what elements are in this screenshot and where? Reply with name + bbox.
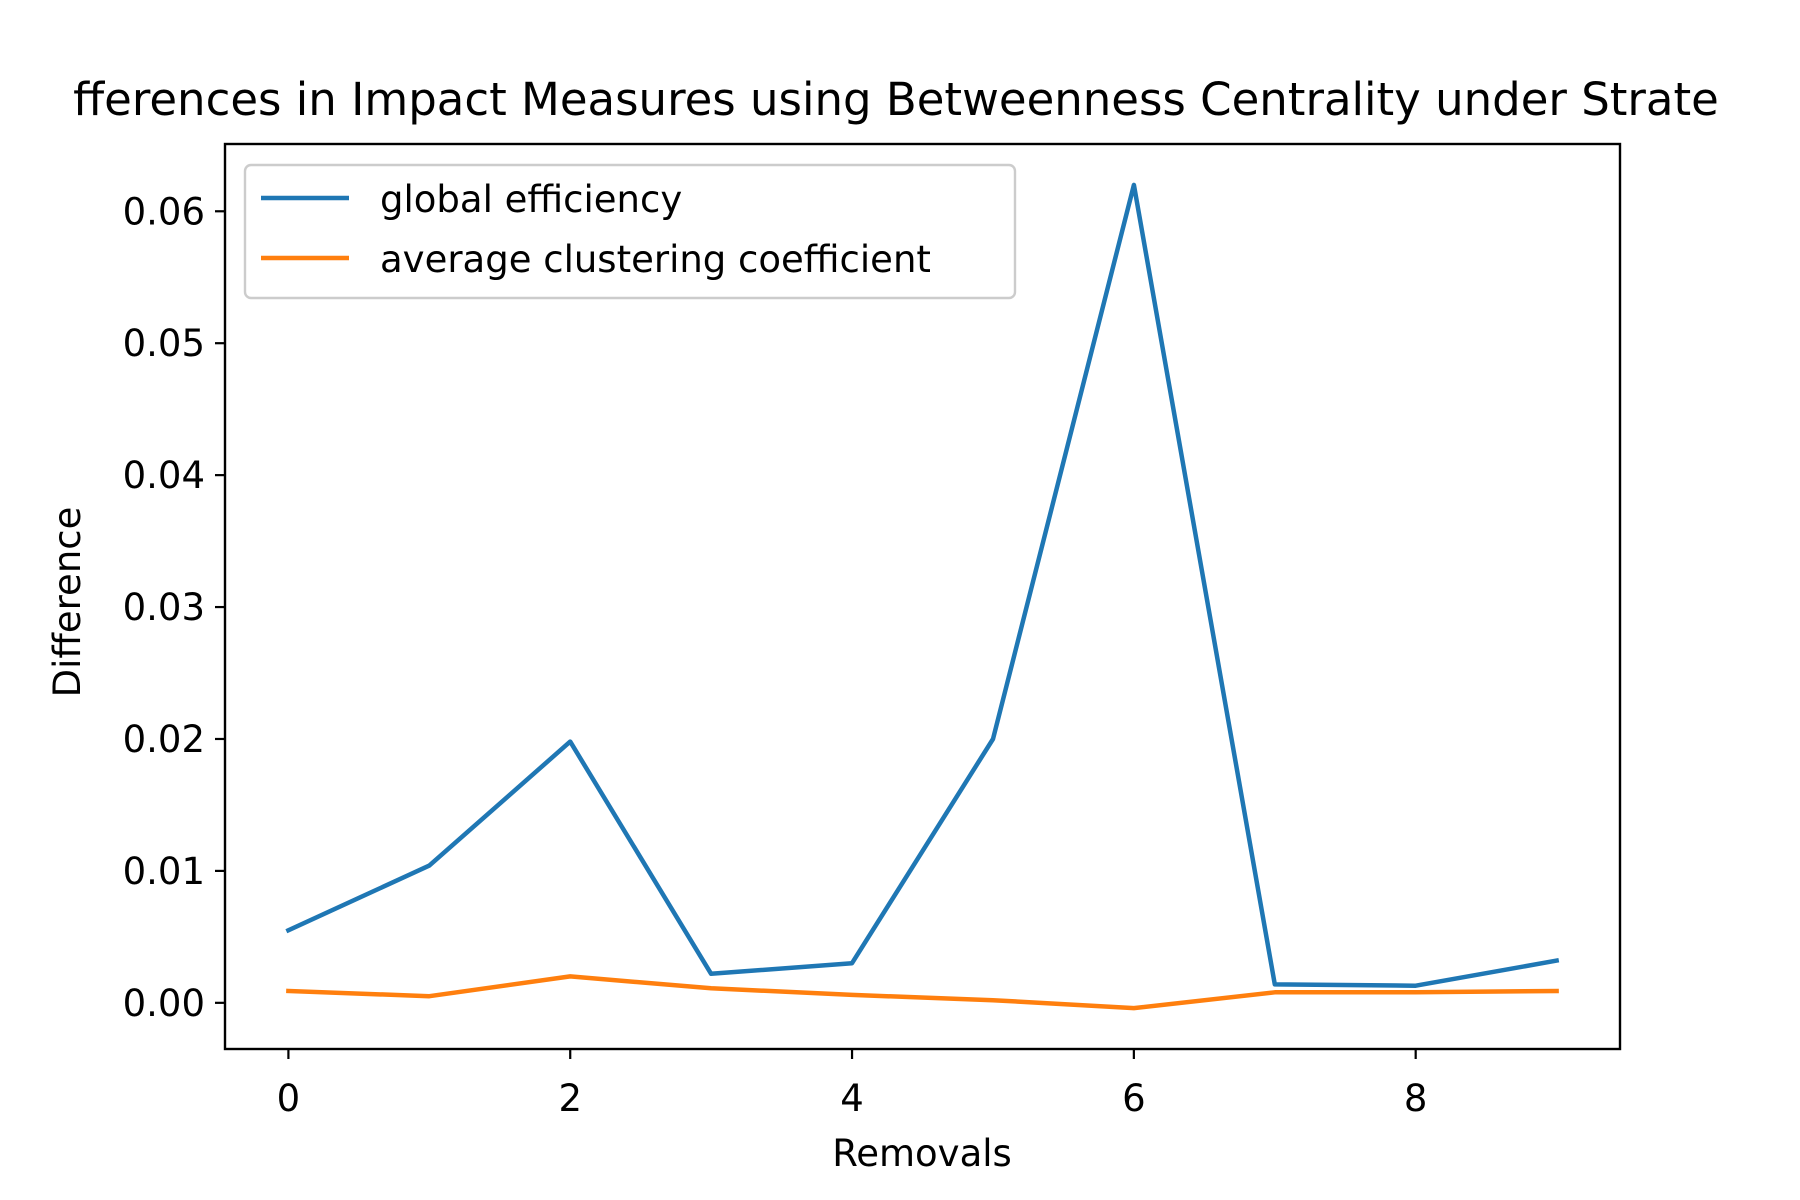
x-tick-label: 6 [1122,1077,1146,1120]
y-tick-label: 0.03 [123,586,205,629]
axes-frame [223,142,1622,1051]
x-axis-ticks: 0 2 4 6 8 [277,1049,1428,1120]
y-tick-label: 0.05 [123,322,205,365]
y-tick-label: 0.02 [123,718,205,761]
x-tick-label: 8 [1404,1077,1428,1120]
series-line-average-clustering-coefficient [286,974,1559,1011]
y-axis-ticks: 0.00 0.01 0.02 0.03 0.04 0.05 0.06 [123,190,225,1025]
legend-frame [243,163,1017,300]
y-tick-label: 0.01 [123,850,205,893]
x-axis-label: Removals [832,1132,1012,1175]
series-line-global-efficiency [285,182,1560,988]
legend: global efficiency average clustering coe… [243,163,1017,300]
y-tick-label: 0.00 [123,982,205,1025]
series-lines [285,182,1560,1011]
legend-label-global-efficiency: global efficiency [380,178,682,221]
x-tick-label: 4 [840,1077,864,1120]
x-tick-label: 2 [558,1077,582,1120]
y-axis-label: Difference [46,507,89,698]
chart-title: fferences in Impact Measures using Betwe… [73,73,1719,126]
y-tick-label: 0.06 [123,190,205,233]
x-tick-label: 0 [277,1077,301,1120]
legend-label-average-clustering-coefficient: average clustering coefficient [380,238,931,281]
y-tick-label: 0.04 [123,454,205,497]
